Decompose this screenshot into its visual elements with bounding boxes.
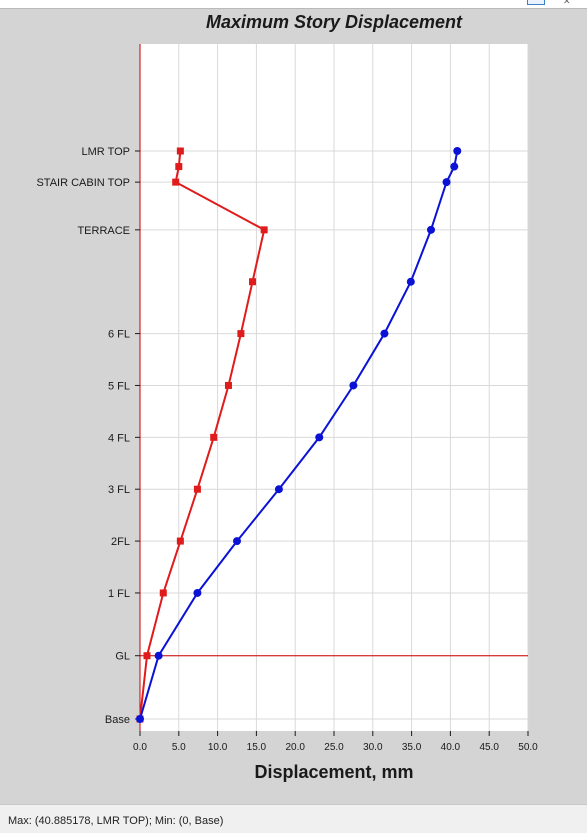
y-axis-ticks: Base GL 1 FL 2FL 3 FL 4 FL 5 FL 6 FL TERRACE STAI… [36, 146, 140, 726]
x-tick-label: 45.0 [479, 742, 499, 753]
data-point [175, 163, 183, 171]
data-point [349, 381, 358, 390]
window-top-bar: ✕ [0, 0, 587, 9]
x-axis-title: Displacement, mm [254, 762, 413, 782]
x-tick-label: 5.0 [172, 742, 186, 753]
x-tick-label: 10.0 [208, 742, 228, 753]
data-point [260, 226, 268, 234]
x-axis-ticks: 0.0 5.0 10.0 15.0 20.0 25.0 30.0 35.0 40.0 45.0 50… [133, 731, 538, 753]
data-point [450, 162, 459, 171]
data-point [453, 147, 462, 155]
y-tick-label: 2FL [111, 536, 130, 548]
data-point [193, 485, 201, 493]
y-tick-label: TERRACE [77, 225, 130, 237]
data-point [427, 225, 435, 234]
status-bar: Max: (40.885178, LMR TOP); Min: (0, Base… [0, 804, 587, 833]
restore-button[interactable] [527, 0, 545, 5]
data-point [154, 651, 163, 660]
data-point [233, 537, 241, 546]
y-tick-label: GL [115, 651, 130, 663]
x-tick-label: 35.0 [402, 742, 422, 753]
data-point [442, 178, 451, 187]
y-tick-label: 4 FL [108, 432, 130, 444]
x-tick-label: 15.0 [247, 742, 267, 753]
data-point [210, 433, 218, 441]
y-tick-label: Base [105, 714, 130, 726]
grid-lines [140, 44, 529, 731]
data-point [237, 330, 245, 338]
x-tick-label: 30.0 [363, 742, 383, 753]
chart-title: Maximum Story Displacement [205, 12, 463, 32]
data-point [380, 329, 389, 338]
data-point [143, 652, 151, 660]
data-point [315, 433, 324, 442]
chart-svg: Base GL 1 FL 2FL 3 FL 4 FL 5 FL 6 FL TERRACE STAI… [36, 44, 538, 782]
close-icon[interactable]: ✕ [563, 0, 571, 6]
data-point [176, 147, 184, 155]
y-tick-label: LMR TOP [82, 146, 131, 158]
status-text: Max: (40.885178, LMR TOP); Min: (0, Base… [8, 815, 224, 827]
data-point [406, 277, 415, 286]
data-point [172, 178, 180, 186]
y-tick-label: 3 FL [108, 484, 130, 496]
data-point [249, 278, 257, 286]
data-point [176, 537, 184, 545]
series-group [136, 147, 462, 723]
y-tick-label: 6 FL [108, 329, 130, 341]
x-tick-label: 40.0 [441, 742, 461, 753]
data-point [193, 588, 202, 597]
x-tick-label: 0.0 [133, 742, 147, 753]
x-tick-label: 25.0 [324, 742, 344, 753]
data-point [159, 589, 167, 597]
data-point [224, 381, 232, 389]
data-point [136, 715, 144, 723]
y-tick-label: 1 FL [108, 588, 130, 600]
y-tick-label: STAIR CABIN TOP [36, 177, 130, 189]
data-point [274, 485, 283, 494]
x-tick-label: 50.0 [518, 742, 538, 753]
y-tick-label: 5 FL [108, 380, 130, 392]
x-tick-label: 20.0 [285, 742, 305, 753]
